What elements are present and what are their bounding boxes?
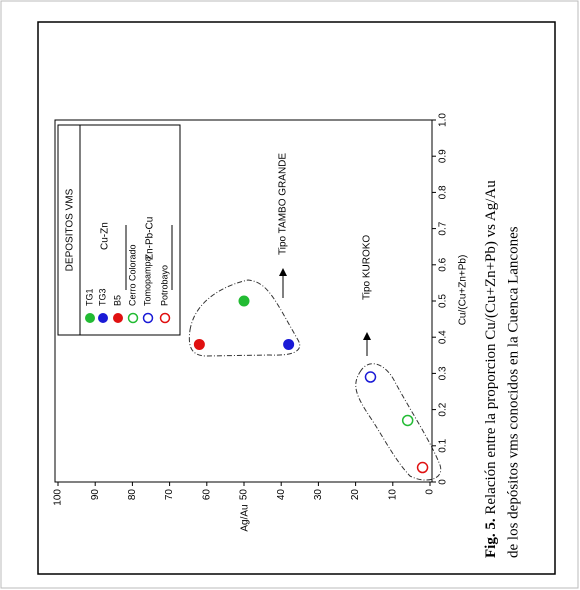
data-point [193, 338, 205, 350]
y-tick-label: 100 [53, 489, 64, 506]
figure-frame [37, 21, 556, 575]
legend-label: Tomopampa [142, 256, 152, 306]
x-axis-label: Cu/(Cu+Zn+Pb) [458, 255, 469, 326]
caption-label: Fig. 5. [483, 518, 499, 558]
legend-group: Cu-Zn [100, 222, 111, 250]
x-tick-label: 0.8 [438, 185, 449, 199]
data-point [416, 461, 429, 474]
x-tick-label: 1.0 [438, 113, 449, 127]
x-tick-label: 0.5 [438, 294, 449, 308]
y-tick-label: 70 [164, 489, 175, 501]
y-tick-label: 30 [313, 489, 324, 501]
legend-label: B5 [112, 295, 122, 306]
caption: de los depósitos vms conocidos en la Cue… [505, 226, 521, 558]
legend-label: TG1 [84, 288, 94, 306]
y-axis-label: Ag/Au [240, 504, 251, 531]
legend-box [57, 124, 181, 336]
data-point [283, 338, 295, 350]
legend-marker [98, 313, 108, 323]
arrow-head [279, 268, 287, 276]
data-point [401, 414, 414, 427]
y-tick-label: 50 [239, 489, 250, 501]
x-tick-label: 0.2 [438, 402, 449, 416]
group-outline [188, 279, 301, 357]
legend-label: Cerro Colorado [127, 244, 137, 306]
legend-label: Potrobayo [159, 265, 169, 306]
x-tick-label: 0 [438, 479, 449, 485]
legend-marker [85, 313, 95, 323]
y-tick-label: 80 [127, 489, 138, 501]
data-point [238, 295, 250, 307]
legend-title: DEPOSITOS VMS [65, 188, 76, 271]
legend-group: Zn-Pb-Cu [145, 217, 156, 260]
group-outline [355, 363, 442, 481]
legend-marker [142, 312, 154, 324]
data-point [364, 371, 377, 383]
annotation: Tipo TAMBO GRANDE [278, 153, 289, 255]
legend-label: TG3 [97, 288, 107, 306]
x-tick-label: 0.7 [438, 221, 449, 235]
x-tick-label: 0.3 [438, 366, 449, 380]
x-tick-label: 0.6 [438, 257, 449, 271]
legend-marker [113, 313, 123, 323]
annotation: Tipo KUROKO [362, 235, 373, 300]
rotated-chart: DEPOSITOS VMS Cu-Zn Zn-Pb-Cu Cu/(Cu+Zn+P… [53, 113, 522, 558]
x-tick-label: 0.1 [438, 438, 449, 452]
y-tick-label: 90 [90, 489, 101, 501]
caption-text: Relación entre la proporcion Cu/(Cu+Zn+P… [483, 180, 499, 519]
y-tick-label: 60 [201, 489, 212, 501]
y-tick-label: 40 [276, 489, 287, 501]
y-tick-label: 20 [350, 489, 361, 501]
x-tick-label: 0.4 [438, 330, 449, 344]
arrow-head [363, 332, 371, 340]
y-tick-label: 0 [425, 489, 436, 495]
y-tick-label: 10 [387, 489, 398, 501]
x-tick-label: 0.9 [438, 149, 449, 163]
caption: Fig. 5. Relación entre la proporcion Cu/… [483, 180, 499, 558]
legend-marker [127, 312, 139, 324]
legend-marker [159, 312, 171, 324]
